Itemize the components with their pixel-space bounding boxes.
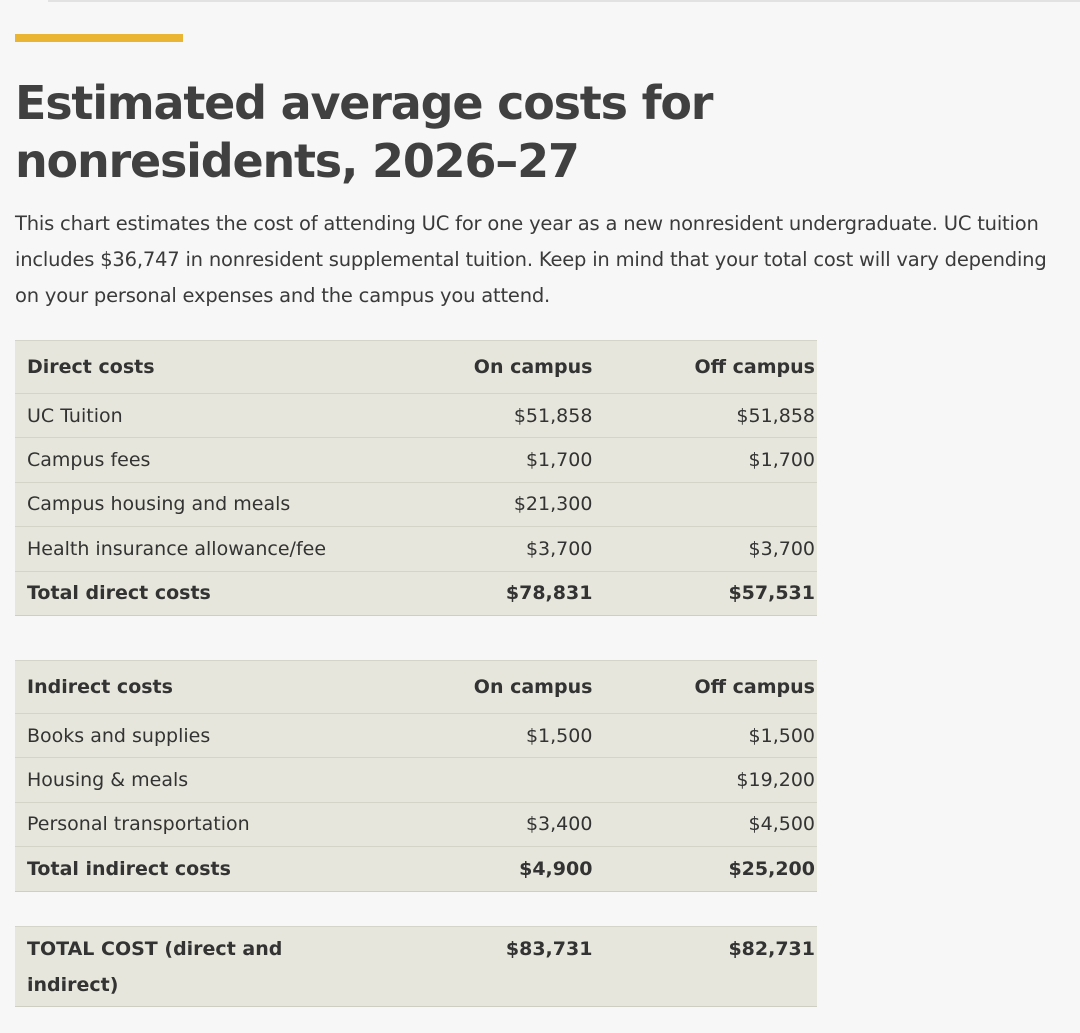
total-label: Total indirect costs [27,857,231,880]
row-label: Health insurance allowance/fee [27,537,327,560]
row-label: Campus fees [27,449,151,472]
off-campus-value: $51,858 [736,404,815,427]
off-campus-total: $57,531 [728,582,815,605]
off-campus-value: $1,500 [748,724,815,747]
off-campus-value: $19,200 [736,769,815,792]
on-campus-total: $4,900 [519,857,593,880]
column-header-category: Indirect costs [27,676,173,698]
on-campus-value: $21,300 [513,493,593,516]
table-header-row: Indirect costs On campus Off campus [15,660,817,714]
table-row: Personal transportation $3,400 $4,500 [15,802,817,846]
on-campus-value [436,758,592,802]
total-row: Total indirect costs $4,900 $25,200 [15,846,817,892]
off-campus-value: $4,500 [748,813,815,836]
off-campus-grand-total: $82,731 [728,938,815,960]
grand-total-label: TOTAL COST (direct and indirect) [27,938,283,996]
column-header-off-campus: Off campus [694,676,815,698]
indirect-costs-table: Indirect costs On campus Off campus Book… [15,660,817,892]
on-campus-value: $3,700 [525,537,593,560]
accent-bar [15,34,183,42]
column-header-on-campus: On campus [473,356,593,378]
on-campus-value: $3,400 [525,813,593,836]
table-row: Campus fees $1,700 $1,700 [15,437,817,482]
grand-total-row: TOTAL COST (direct and indirect) $83,731… [15,926,817,1007]
row-label: Personal transportation [27,813,250,836]
table-row: Books and supplies $1,500 $1,500 [15,713,817,758]
off-campus-value: $1,700 [748,449,815,472]
off-campus-value [592,482,817,526]
page-title: Estimated average costs for nonresidents… [15,76,713,188]
off-campus-total: $25,200 [728,857,815,880]
direct-costs-table: Direct costs On campus Off campus UC Tui… [15,340,817,616]
row-label: Books and supplies [27,724,211,747]
total-row: Total direct costs $78,831 $57,531 [15,571,817,616]
column-header-category: Direct costs [27,356,155,378]
grand-total-table: TOTAL COST (direct and indirect) $83,731… [15,926,817,1007]
intro-paragraph: This chart estimates the cost of attendi… [15,212,1047,307]
table-row: Campus housing and meals $21,300 [15,482,817,526]
row-label: UC Tuition [27,404,123,427]
table-header-row: Direct costs On campus Off campus [15,340,817,394]
column-header-on-campus: On campus [473,676,593,698]
on-campus-value: $1,700 [525,449,593,472]
total-label: Total direct costs [27,582,211,605]
top-divider [48,0,1080,2]
off-campus-value: $3,700 [748,537,815,560]
on-campus-value: $51,858 [513,404,593,427]
table-row: UC Tuition $51,858 $51,858 [15,393,817,438]
column-header-off-campus: Off campus [694,356,815,378]
row-label: Housing & meals [27,769,189,792]
on-campus-grand-total: $83,731 [505,938,593,960]
table-row: Health insurance allowance/fee $3,700 $3… [15,526,817,571]
row-label: Campus housing and meals [27,493,291,516]
on-campus-value: $1,500 [525,724,593,747]
on-campus-total: $78,831 [505,582,593,605]
table-row: Housing & meals $19,200 [15,757,817,802]
